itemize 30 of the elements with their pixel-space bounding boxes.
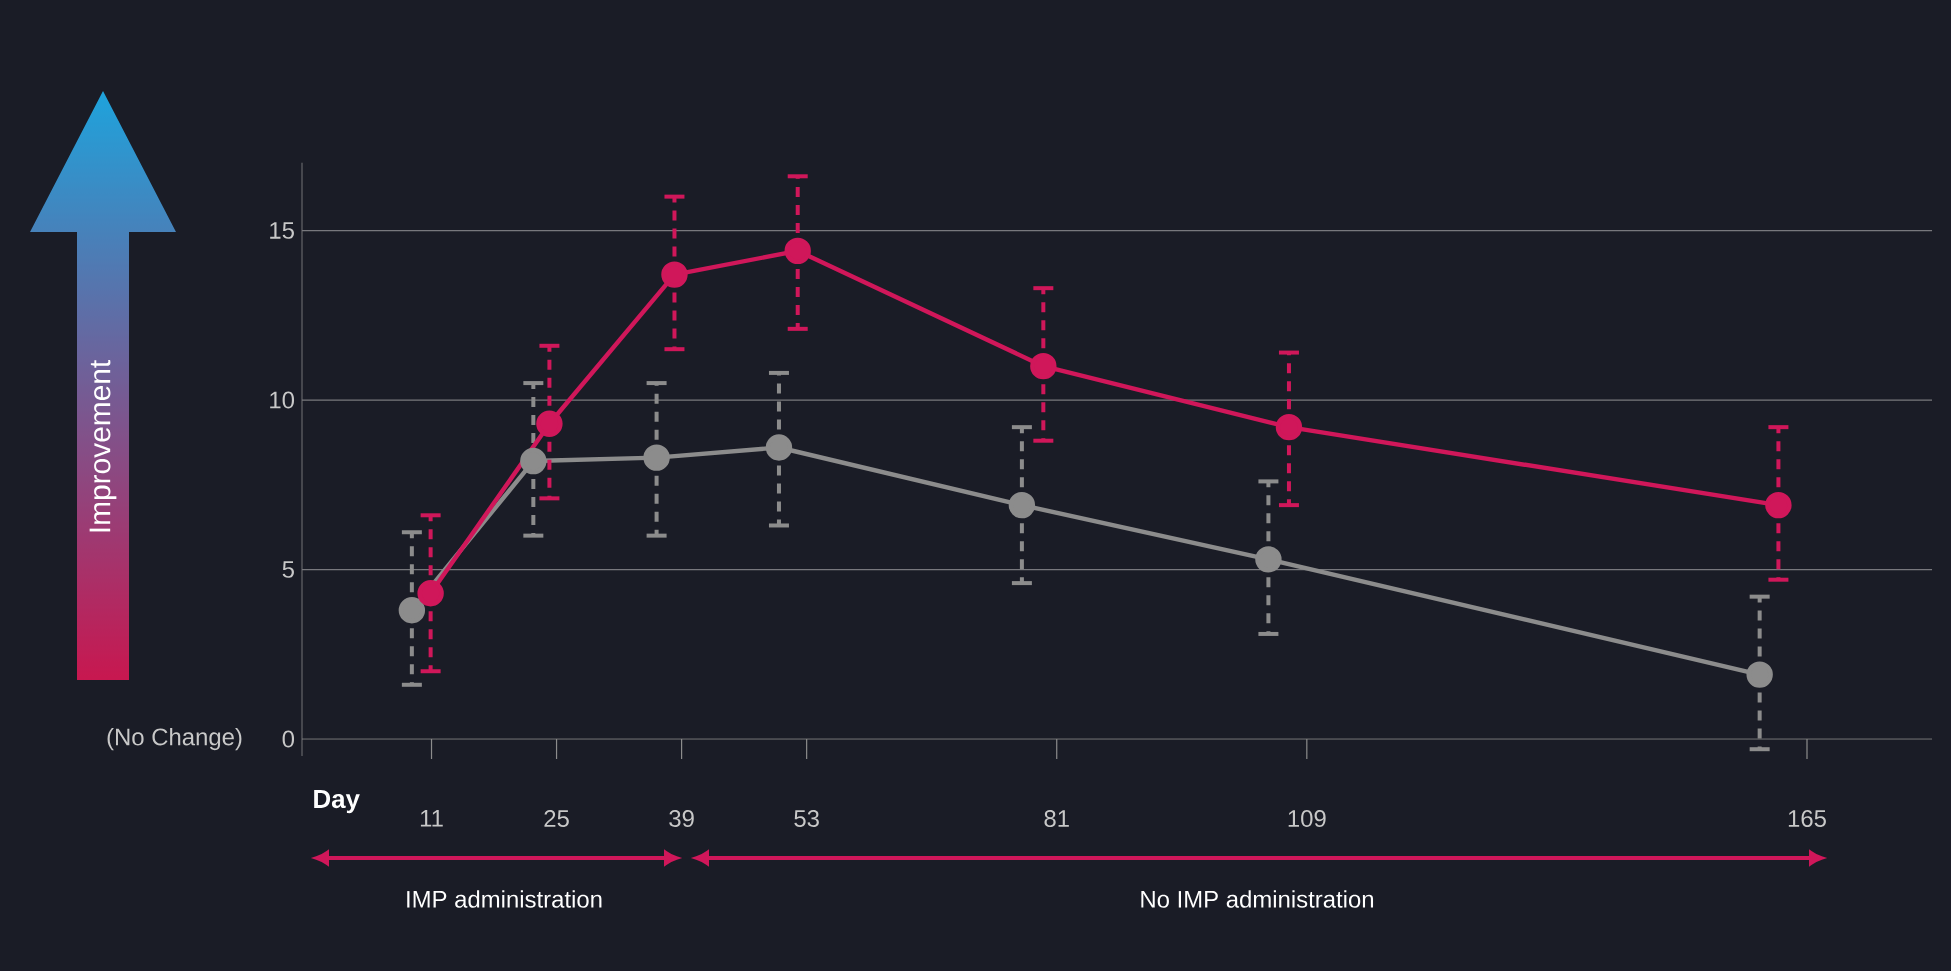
x-tick-label: 39 [669,810,694,827]
point [1255,546,1282,573]
x-tick-label: 109 [1288,810,1326,827]
x-axis-title: Day [314,790,360,814]
point [765,434,793,461]
y-tick-label: 5 [282,561,294,578]
x-tick-label: 53 [794,810,819,827]
point [1030,352,1057,380]
point [784,237,811,265]
point [1746,661,1773,688]
point [1765,491,1792,519]
x-tick-label: 25 [544,810,569,827]
text: Improvement [89,360,117,532]
text: IMP administration [407,890,602,908]
point [536,410,563,437]
y-tick-label: 15 [270,222,294,239]
text: (No Change) [107,727,242,751]
y-tick-label: 0 [282,730,295,748]
point [1275,413,1303,441]
y-tick-label: 10 [270,391,295,409]
point [520,447,547,475]
x-tick-label: 11 [420,810,443,827]
point [417,580,444,607]
point [643,444,670,471]
text: No IMP administration [1141,890,1374,908]
point [398,597,426,624]
point [661,261,688,288]
x-tick-label: 81 [1044,810,1069,827]
point [1008,491,1036,519]
x-tick-label: 165 [1788,810,1826,827]
